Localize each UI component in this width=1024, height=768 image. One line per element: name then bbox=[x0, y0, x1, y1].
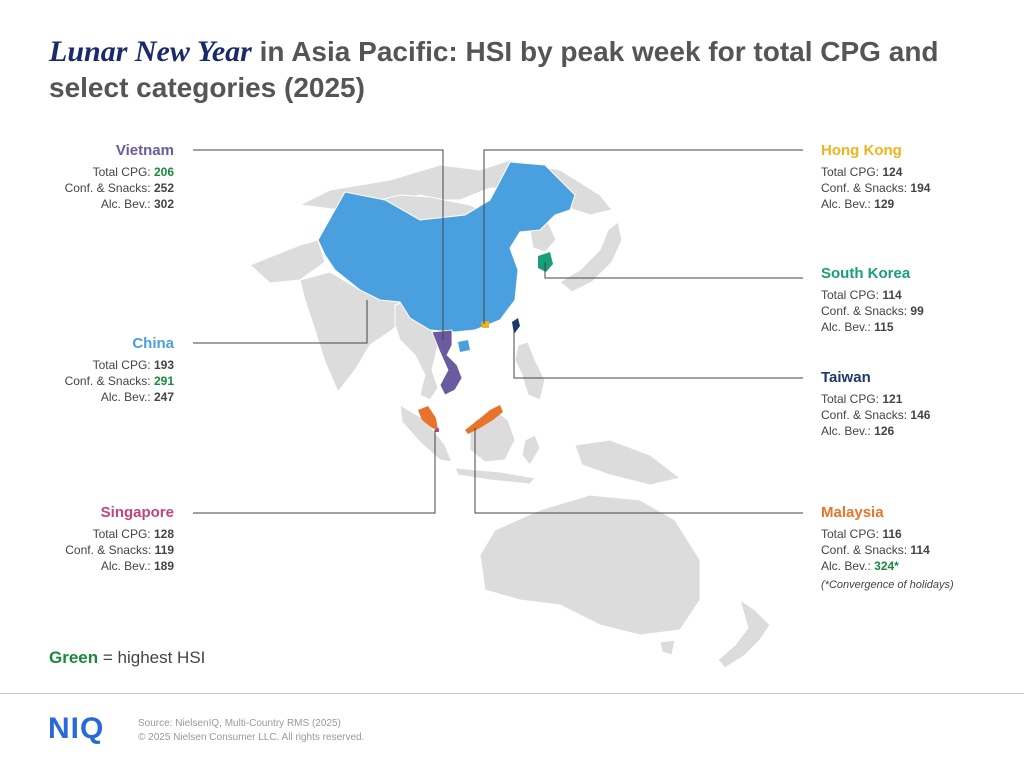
stat-alc: Alc. Bev.: 126 bbox=[821, 424, 895, 438]
region-vietnam bbox=[431, 329, 463, 396]
copyright-text: © 2025 Nielsen Consumer LLC. All rights … bbox=[138, 732, 365, 743]
title-emphasis: Lunar New Year bbox=[49, 35, 252, 68]
land-new-zealand bbox=[717, 598, 771, 669]
region-malaysia-borneo bbox=[465, 405, 503, 434]
niq-logo: NIQ bbox=[48, 712, 105, 745]
land-japan bbox=[559, 221, 623, 293]
country-name: Vietnam bbox=[115, 142, 174, 159]
callout-china: China Total CPG: 193 Conf. & Snacks: 291… bbox=[0, 335, 174, 405]
leader-malaysia bbox=[474, 428, 803, 514]
leader-south-korea bbox=[544, 262, 803, 279]
value-alc: 126 bbox=[874, 424, 895, 438]
region-china bbox=[317, 161, 576, 333]
value-conf: 99 bbox=[910, 304, 924, 318]
country-name: Hong Kong bbox=[821, 142, 902, 159]
leader-vietnam bbox=[193, 149, 444, 340]
land-sulawesi bbox=[521, 434, 541, 466]
stat-total: Total CPG: 121 bbox=[821, 392, 903, 406]
stat-conf: Conf. & Snacks: 119 bbox=[65, 543, 174, 557]
value-conf: 114 bbox=[910, 543, 930, 557]
value-alc: 189 bbox=[153, 559, 174, 573]
stat-conf: Conf. & Snacks: 114 bbox=[821, 543, 930, 557]
stat-total: Total CPG: 128 bbox=[92, 527, 174, 541]
value-total: 121 bbox=[882, 392, 903, 406]
title-rest: in Asia Pacific: HSI by peak week for to… bbox=[49, 36, 939, 103]
land-papua bbox=[574, 439, 682, 486]
value-alc: 247 bbox=[153, 390, 174, 404]
callout-singapore: Singapore Total CPG: 128 Conf. & Snacks:… bbox=[0, 504, 174, 574]
legend-text: = highest HSI bbox=[98, 648, 206, 667]
page-title: Lunar New Year in Asia Pacific: HSI by p… bbox=[49, 34, 999, 106]
value-conf: 194 bbox=[910, 181, 931, 195]
country-name: Singapore bbox=[100, 504, 174, 521]
value-total: 116 bbox=[882, 527, 902, 541]
region-malaysia-peninsula bbox=[418, 406, 438, 430]
callout-south-korea: South Korea Total CPG: 114 Conf. & Snack… bbox=[821, 265, 924, 335]
callout-taiwan: Taiwan Total CPG: 121 Conf. & Snacks: 14… bbox=[821, 369, 930, 439]
country-name: South Korea bbox=[821, 265, 911, 282]
source-text: Source: NielsenIQ, Multi-Country RMS (20… bbox=[138, 718, 341, 729]
region-taiwan bbox=[512, 318, 520, 334]
stat-total: Total CPG: 124 bbox=[821, 165, 903, 179]
source-note: Source: NielsenIQ, Multi-Country RMS (20… bbox=[138, 717, 364, 745]
leader-taiwan bbox=[513, 330, 803, 379]
callout-vietnam: Vietnam Total CPG: 206 Conf. & Snacks: 2… bbox=[0, 142, 174, 212]
stat-conf: Conf. & Snacks: 146 bbox=[821, 408, 931, 422]
leader-hong-kong bbox=[483, 149, 803, 324]
land-tasmania bbox=[659, 639, 676, 656]
stat-total: Total CPG: 193 bbox=[92, 358, 174, 372]
value-total: 114 bbox=[882, 288, 902, 302]
country-name: Malaysia bbox=[821, 504, 884, 521]
stat-alc: Alc. Bev.: 324* bbox=[821, 559, 899, 573]
country-name: Taiwan bbox=[821, 369, 871, 386]
value-conf: 146 bbox=[910, 408, 931, 422]
leader-china bbox=[193, 300, 368, 344]
land-java bbox=[454, 467, 536, 485]
stat-total: Total CPG: 114 bbox=[821, 288, 902, 302]
stat-total: Total CPG: 206 bbox=[92, 165, 174, 179]
leader-singapore bbox=[193, 430, 436, 514]
land-australia bbox=[479, 494, 701, 636]
stat-conf: Conf. & Snacks: 194 bbox=[821, 181, 931, 195]
country-name: China bbox=[132, 335, 174, 352]
stat-total: Total CPG: 116 bbox=[821, 527, 902, 541]
callout-hong-kong: Hong Kong Total CPG: 124 Conf. & Snacks:… bbox=[821, 142, 930, 212]
stat-conf: Conf. & Snacks: 291 bbox=[64, 374, 174, 388]
stat-conf: Conf. & Snacks: 99 bbox=[821, 304, 924, 318]
callout-malaysia: Malaysia Total CPG: 116 Conf. & Snacks: … bbox=[821, 504, 954, 593]
legend-green: Green bbox=[49, 648, 99, 667]
land-central-asia bbox=[249, 239, 326, 284]
value-alc: 129 bbox=[874, 197, 895, 211]
value-total: 206 bbox=[153, 165, 174, 179]
footnote: (*Convergence of holidays) bbox=[821, 579, 954, 591]
legend: Green = highest HSI bbox=[49, 648, 205, 668]
stat-alc: Alc. Bev.: 247 bbox=[100, 390, 174, 404]
region-hainan bbox=[458, 340, 470, 352]
value-conf: 119 bbox=[154, 543, 174, 557]
stat-alc: Alc. Bev.: 129 bbox=[821, 197, 895, 211]
value-alc: 115 bbox=[874, 320, 894, 334]
stat-alc: Alc. Bev.: 115 bbox=[821, 320, 894, 334]
region-hong-kong bbox=[481, 321, 489, 328]
value-total: 124 bbox=[882, 165, 903, 179]
value-conf: 291 bbox=[153, 374, 174, 388]
value-conf: 252 bbox=[153, 181, 174, 195]
stat-alc: Alc. Bev.: 189 bbox=[100, 559, 174, 573]
footer-divider bbox=[0, 693, 1024, 694]
region-singapore bbox=[435, 428, 439, 432]
value-alc: 302 bbox=[153, 197, 174, 211]
value-alc: 324* bbox=[874, 559, 899, 573]
value-total: 128 bbox=[153, 527, 174, 541]
stat-alc: Alc. Bev.: 302 bbox=[100, 197, 174, 211]
land-philippines bbox=[514, 341, 546, 401]
stat-conf: Conf. & Snacks: 252 bbox=[64, 181, 174, 195]
value-total: 193 bbox=[153, 358, 174, 372]
